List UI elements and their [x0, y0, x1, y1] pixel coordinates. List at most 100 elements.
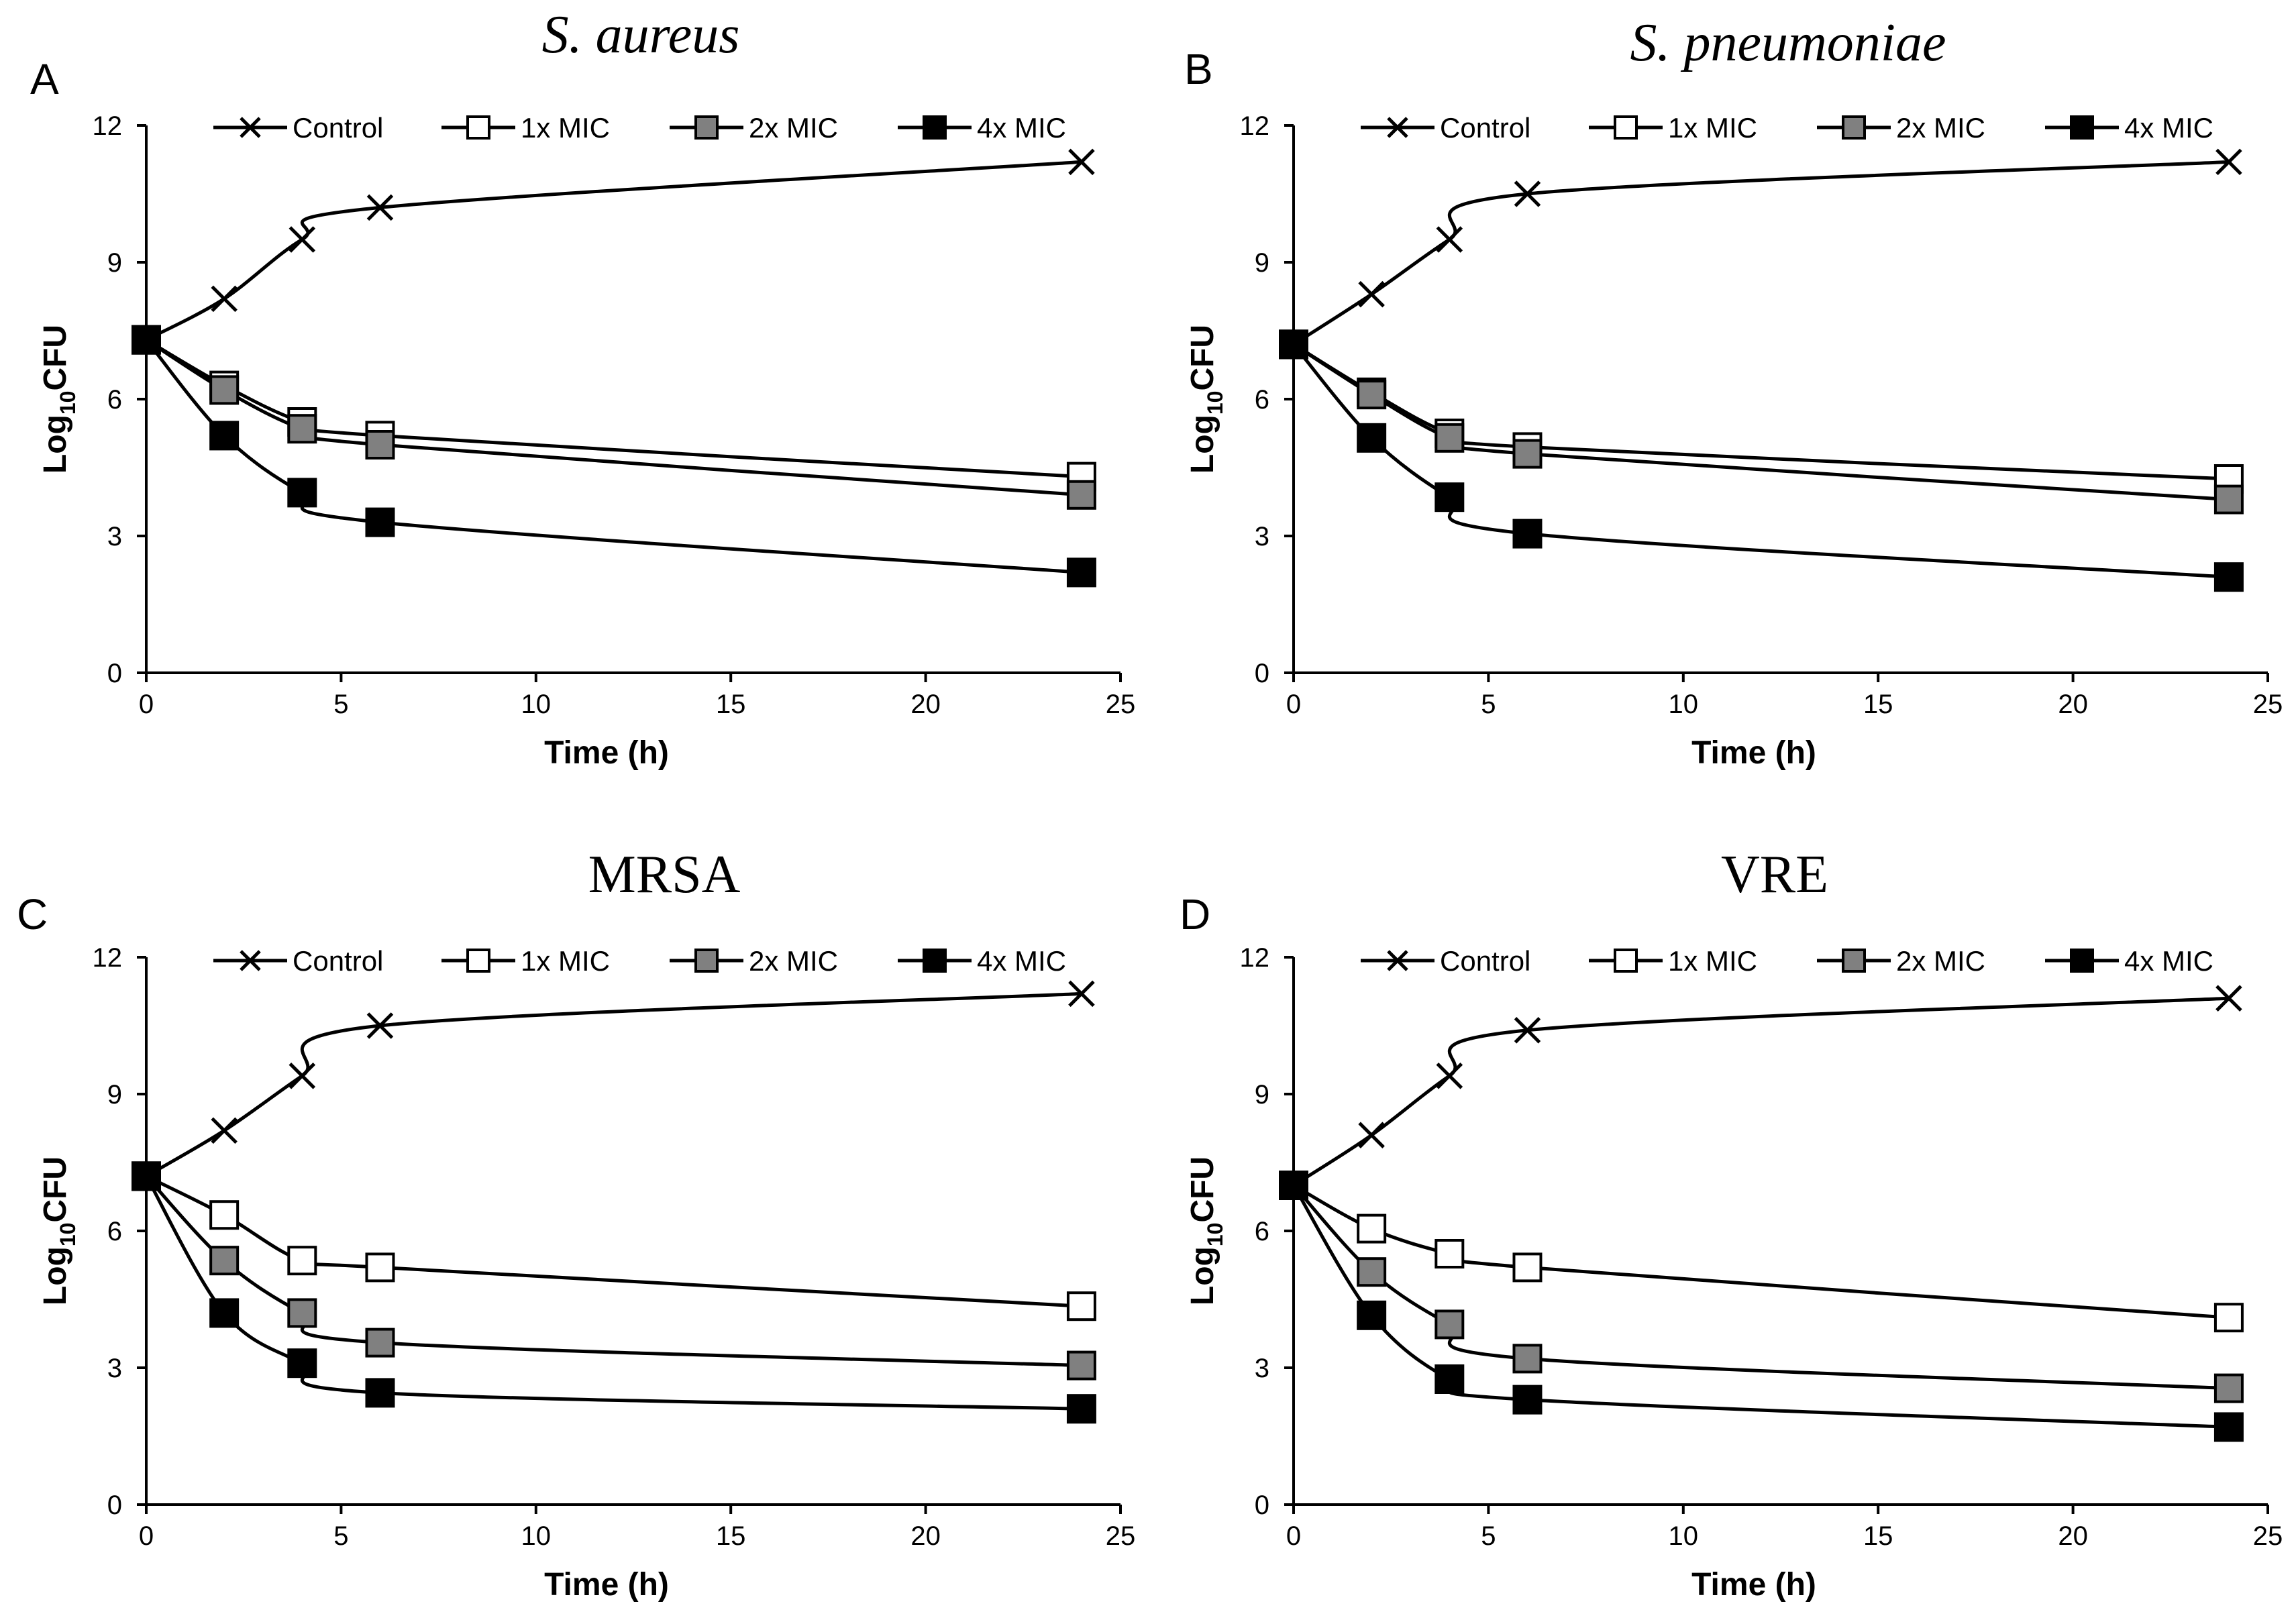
- panel-c-series-control-point: [289, 1063, 316, 1089]
- panel-c-letter: C: [17, 890, 48, 938]
- panel-c-series-2x-mic-point: [1066, 1350, 1096, 1381]
- panel-c-legend-label: 1x MIC: [521, 945, 610, 977]
- panel-b-series-control-point: [2215, 148, 2242, 176]
- panel-d-series-2x-mic-point: [1357, 1257, 1387, 1287]
- panel-c-series-1x-mic-point: [365, 1252, 395, 1283]
- panel-d-x-tick-label: 15: [1863, 1521, 1893, 1551]
- panel-c-legend-marker: [923, 949, 947, 973]
- panel-c-series-4x-mic-point: [287, 1348, 317, 1378]
- panel-c-x-tick-label: 0: [139, 1521, 154, 1551]
- panel-a-legend-label: 1x MIC: [521, 112, 610, 144]
- panel-a-series-control-point: [211, 285, 238, 313]
- panel-b-xlabel: Time (h): [1691, 735, 1816, 771]
- panel-b-series-4x-mic-point: [1279, 329, 1308, 360]
- panel-b-legend-label: 1x MIC: [1668, 112, 1757, 144]
- panel-d-legend-item: 1x MIC: [1589, 945, 1757, 977]
- panel-c-ylabel: Log10CFU: [38, 1156, 80, 1305]
- panel-d-legend-label: 4x MIC: [2124, 945, 2213, 977]
- panel-c-legend-marker: [694, 949, 719, 973]
- panel-a-x-tick-label: 10: [521, 690, 552, 719]
- panel-c-series-1x-mic-point: [1066, 1291, 1096, 1321]
- panel-b-x-tick-label: 20: [2058, 690, 2088, 719]
- panel-b-y-tick-label: 3: [1255, 522, 1269, 551]
- panel-b-x-tick-label: 25: [2253, 690, 2283, 719]
- panel-b-legend-label: 2x MIC: [1896, 112, 1985, 144]
- panel-b-y-tick-label: 12: [1240, 111, 1270, 141]
- panel-c-series-1x-mic-line: [145, 1175, 1082, 1308]
- panel-a-y-tick-label: 12: [93, 111, 123, 141]
- panel-b-series-2x-mic-line: [1292, 343, 2230, 502]
- panel-d-series-4x-mic-point: [1512, 1385, 1543, 1415]
- panel-c-series-2x-mic-point: [287, 1298, 317, 1328]
- panel-a-x-tick-label: 5: [333, 690, 348, 719]
- panel-a-legend-item: 4x MIC: [898, 112, 1066, 144]
- panel-a-legend-label: 4x MIC: [977, 112, 1066, 144]
- panel-c-x-tick-label: 15: [716, 1521, 746, 1551]
- panel-b-series-2x-mic-point: [1434, 423, 1465, 453]
- panel-a-series-4x-mic-point: [209, 421, 240, 451]
- panel-a-y-tick-label: 6: [107, 385, 122, 415]
- panel-d-series-1x-mic-point: [1357, 1213, 1387, 1244]
- panel-d-legend-item: 2x MIC: [1817, 945, 1985, 977]
- panel-b-y-tick-label: 6: [1255, 385, 1269, 415]
- panel-b-legend-marker: [1387, 117, 1408, 138]
- panel-b-series-control-line: [1292, 160, 2230, 346]
- panel-d-y-tick-label: 6: [1255, 1217, 1269, 1246]
- panel-c-series-2x-mic-line: [145, 1175, 1082, 1368]
- panel-a-legend-label: Control: [293, 112, 383, 144]
- panel-a-series-4x-mic-line: [145, 339, 1082, 574]
- panel-b-x-tick-label: 15: [1863, 690, 1893, 719]
- panel-d-legend-item: 4x MIC: [2045, 945, 2213, 977]
- panel-c-y-tick-label: 3: [107, 1354, 122, 1383]
- panel-c-series-4x-mic-point: [132, 1161, 161, 1191]
- panel-c-legend-item: 4x MIC: [898, 945, 1066, 977]
- panel-a-legend-marker: [694, 115, 719, 140]
- panel-c-series-1x-mic-point: [209, 1200, 240, 1230]
- panel-d-y-tick-label: 9: [1255, 1080, 1269, 1110]
- panel-c-legend-marker: [466, 949, 490, 973]
- panel-a-y-tick-label: 0: [107, 659, 122, 688]
- panel-d-legend-marker: [1842, 949, 1866, 973]
- panel-a-legend: Control 1x MIC 2x MIC 4x MIC: [213, 112, 1066, 144]
- panel-b-series-control-point: [1436, 226, 1463, 253]
- panel-b-series-4x-mic-point: [2213, 562, 2244, 592]
- panel-d-x-tick-label: 10: [1669, 1521, 1699, 1551]
- panel-a-legend-item: 1x MIC: [441, 112, 610, 144]
- panel-d-y-tick-label: 12: [1240, 943, 1270, 973]
- panel-c-legend-marker: [240, 950, 261, 971]
- panel-a-series-1x-mic-line: [145, 338, 1082, 479]
- panel-b-x-tick-label: 0: [1286, 690, 1301, 719]
- panel-c-legend-label: Control: [293, 945, 383, 977]
- panel-b-legend-label: 4x MIC: [2124, 112, 2213, 144]
- panel-d-series-control-point: [1514, 1017, 1541, 1044]
- panel-a-y-tick-label: 9: [107, 248, 122, 278]
- panel-b-series-4x-mic-point: [1512, 519, 1543, 549]
- panel-c-legend-item: 1x MIC: [441, 945, 610, 977]
- panel-b-y-tick-label: 9: [1255, 248, 1269, 278]
- panel-c-x-tick-label: 10: [521, 1521, 552, 1551]
- panel-a-series-4x-mic-point: [1066, 557, 1096, 588]
- panel-d-ylabel: Log10CFU: [1185, 1156, 1227, 1305]
- panel-b-series-2x-mic-point: [2213, 484, 2244, 515]
- panel-b-ylabel: Log10CFU: [1185, 325, 1227, 474]
- panel-d-series-2x-mic-point: [1434, 1309, 1465, 1340]
- panel-b-legend-marker: [1842, 115, 1866, 140]
- panel-a-y-tick-label: 3: [107, 522, 122, 551]
- panel-c-series-control-line: [145, 991, 1082, 1178]
- panel-d-legend-label: 1x MIC: [1668, 945, 1757, 977]
- panel-c-y-tick-label: 9: [107, 1080, 122, 1110]
- panel-d-y-tick-label: 3: [1255, 1354, 1269, 1383]
- panel-b-series-control-point: [1358, 280, 1385, 308]
- panel-c-legend-label: 2x MIC: [749, 945, 838, 977]
- panel-c-series-4x-mic-line: [144, 1175, 1082, 1411]
- panel-a-series-control-line: [145, 160, 1082, 341]
- panel-c-y-tick-label: 12: [93, 943, 123, 973]
- panel-c-x-tick-label: 25: [1106, 1521, 1136, 1551]
- panel-d-series-1x-mic-point: [1434, 1239, 1465, 1268]
- panel-d-series-2x-mic-point: [2213, 1373, 2244, 1403]
- panel-a-title: S. aureus: [542, 5, 740, 64]
- panel-d-series-control-line: [1292, 996, 2230, 1187]
- panel-a-series-4x-mic-point: [365, 507, 395, 537]
- panel-c-series-4x-mic-point: [365, 1378, 395, 1408]
